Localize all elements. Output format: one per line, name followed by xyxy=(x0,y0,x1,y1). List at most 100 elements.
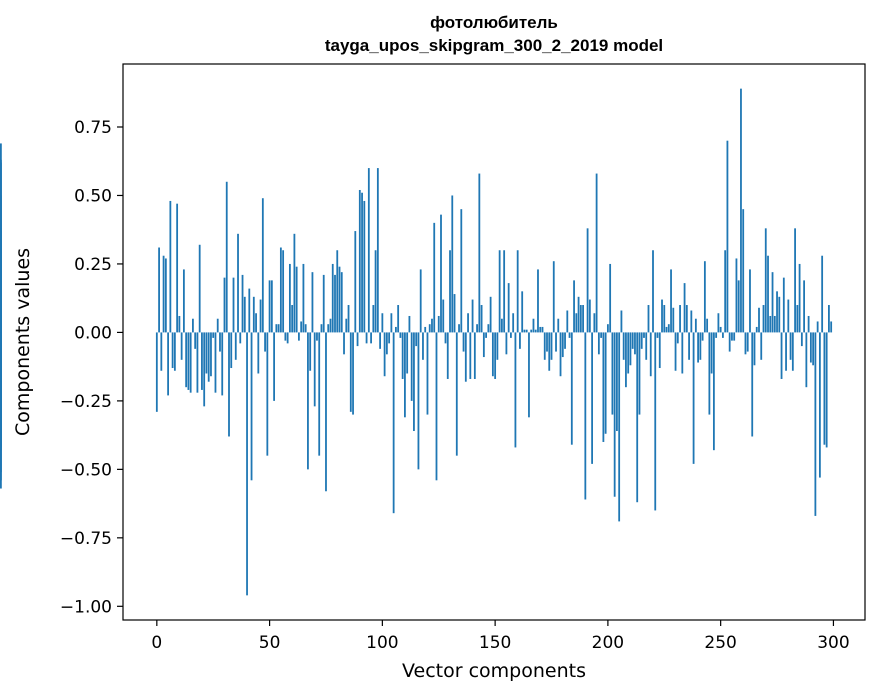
bar xyxy=(311,272,314,333)
x-tick-label: 0 xyxy=(151,633,162,653)
bar xyxy=(683,283,686,333)
bar xyxy=(523,329,526,333)
bar xyxy=(284,332,287,341)
bar xyxy=(182,269,185,333)
bar xyxy=(383,332,386,377)
bar xyxy=(347,305,350,333)
bar xyxy=(537,269,539,333)
bar xyxy=(404,332,406,418)
bar xyxy=(379,332,381,349)
bar xyxy=(291,305,294,333)
bar xyxy=(825,332,828,448)
bar xyxy=(561,332,564,358)
bar xyxy=(219,332,221,352)
bar xyxy=(180,332,183,360)
bar xyxy=(703,261,706,333)
bar xyxy=(259,299,262,333)
bar xyxy=(410,332,413,401)
bar xyxy=(388,332,391,344)
bar xyxy=(248,288,251,333)
bar xyxy=(162,255,165,333)
bar xyxy=(462,332,465,352)
bar xyxy=(733,332,736,341)
bar xyxy=(376,168,379,333)
plot-frame xyxy=(122,63,866,621)
bar xyxy=(618,332,621,522)
bar xyxy=(437,315,440,333)
y-tick-label: −0.50 xyxy=(60,460,112,480)
bar xyxy=(237,233,239,333)
bar xyxy=(241,274,244,333)
bar xyxy=(564,332,566,349)
bar xyxy=(530,329,533,333)
x-axis-ticks: 0 50 100 150 200 250 300 xyxy=(151,620,850,653)
bar xyxy=(625,332,627,388)
bar xyxy=(573,280,575,333)
bar xyxy=(631,332,634,349)
bar xyxy=(173,332,176,371)
bar xyxy=(708,332,711,415)
bar xyxy=(701,332,704,341)
bar xyxy=(557,318,560,333)
bar xyxy=(329,318,332,333)
bar xyxy=(155,332,158,412)
bar xyxy=(171,332,174,369)
bar xyxy=(773,315,776,333)
bar xyxy=(500,318,503,333)
bar xyxy=(451,195,454,333)
bar xyxy=(201,332,203,390)
bar xyxy=(214,332,217,393)
bar xyxy=(670,269,672,333)
bar xyxy=(609,263,612,333)
bar xyxy=(426,332,429,415)
bar xyxy=(0,239,2,333)
bar xyxy=(600,332,603,338)
bar xyxy=(541,326,544,333)
bar xyxy=(512,313,515,333)
bar xyxy=(821,255,824,333)
bar xyxy=(279,247,282,333)
bar xyxy=(516,250,519,333)
bar xyxy=(192,318,194,333)
bar xyxy=(640,332,643,349)
bar xyxy=(288,263,291,333)
bar xyxy=(471,299,474,333)
bar xyxy=(467,313,469,333)
bar xyxy=(719,326,722,333)
bar xyxy=(225,181,228,333)
y-tick-label: 0.50 xyxy=(74,186,112,206)
bar xyxy=(363,200,366,333)
bar xyxy=(476,324,478,333)
bar xyxy=(597,332,600,355)
bar xyxy=(178,315,181,333)
bar xyxy=(469,332,472,379)
bar xyxy=(807,315,810,333)
bar xyxy=(473,332,476,379)
bar xyxy=(622,332,625,360)
bar xyxy=(694,318,697,333)
bars-group xyxy=(0,88,833,596)
bar xyxy=(789,332,792,360)
bar xyxy=(760,332,763,360)
bar xyxy=(593,313,596,333)
bar xyxy=(692,332,695,464)
bar xyxy=(582,305,584,333)
bar xyxy=(559,332,562,377)
bar xyxy=(661,299,663,333)
x-tick-label: 50 xyxy=(259,633,281,653)
bar xyxy=(381,313,384,333)
bar xyxy=(223,277,226,333)
bar xyxy=(313,332,316,407)
bar xyxy=(525,329,528,333)
bar xyxy=(575,313,578,333)
bar xyxy=(570,332,573,445)
bar xyxy=(776,291,778,333)
bar xyxy=(731,332,733,341)
bar xyxy=(275,324,278,333)
bar xyxy=(579,305,582,333)
bar xyxy=(787,299,790,333)
y-tick-label: 0.25 xyxy=(74,255,112,275)
bar xyxy=(277,324,280,333)
bar xyxy=(327,324,330,333)
